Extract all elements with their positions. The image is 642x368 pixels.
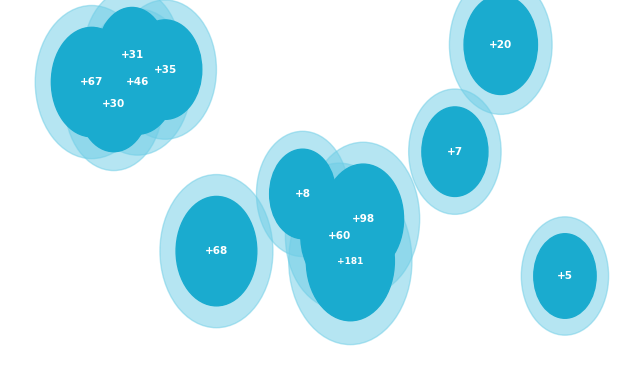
Text: +60: +60 xyxy=(327,231,351,241)
Circle shape xyxy=(422,107,488,197)
Circle shape xyxy=(286,163,394,309)
Circle shape xyxy=(301,184,378,289)
Text: +68: +68 xyxy=(205,246,228,256)
Text: +7: +7 xyxy=(447,147,463,157)
Text: +5: +5 xyxy=(557,271,573,281)
Text: +35: +35 xyxy=(153,65,177,75)
Text: +30: +30 xyxy=(102,99,125,109)
Circle shape xyxy=(323,164,404,273)
Circle shape xyxy=(99,30,176,134)
Circle shape xyxy=(35,6,148,159)
Circle shape xyxy=(534,234,596,318)
Circle shape xyxy=(160,174,273,328)
Circle shape xyxy=(176,197,257,306)
Circle shape xyxy=(65,38,162,171)
Circle shape xyxy=(449,0,552,114)
Text: +20: +20 xyxy=(489,40,512,50)
Circle shape xyxy=(289,177,412,344)
Circle shape xyxy=(306,201,394,321)
Circle shape xyxy=(256,131,349,256)
Text: +98: +98 xyxy=(352,214,375,224)
Text: +46: +46 xyxy=(126,77,149,87)
Text: +67: +67 xyxy=(80,77,103,87)
Circle shape xyxy=(79,57,148,152)
Text: +181: +181 xyxy=(337,256,363,266)
Circle shape xyxy=(83,0,181,121)
Circle shape xyxy=(521,217,609,335)
Text: +31: +31 xyxy=(121,50,144,60)
Circle shape xyxy=(128,20,202,119)
Circle shape xyxy=(409,89,501,214)
Circle shape xyxy=(83,9,191,155)
Circle shape xyxy=(270,149,336,239)
Circle shape xyxy=(51,27,132,137)
Circle shape xyxy=(114,0,216,139)
Circle shape xyxy=(97,7,167,102)
Circle shape xyxy=(307,142,420,296)
Text: +8: +8 xyxy=(295,189,311,199)
Circle shape xyxy=(464,0,537,95)
